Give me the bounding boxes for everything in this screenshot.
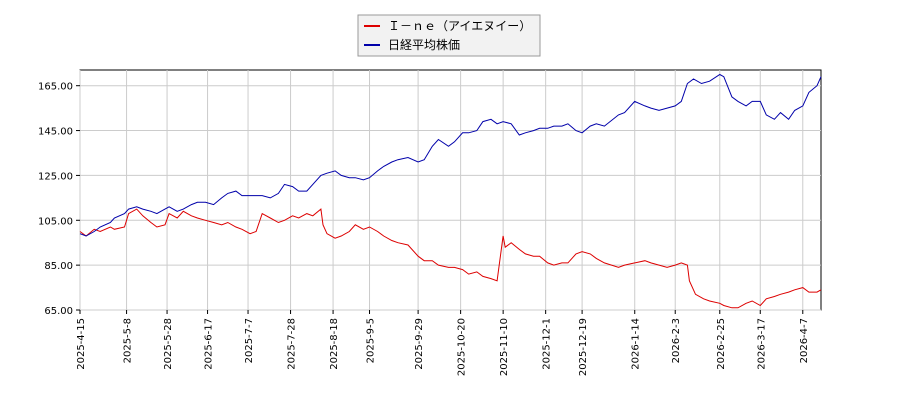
gridlines <box>79 70 821 311</box>
y-tick-label: 125.00 <box>38 171 73 182</box>
series-group <box>79 73 822 309</box>
series-line-nikkei <box>79 73 822 237</box>
x-tick-label: 2025-12-19 <box>578 318 589 376</box>
y-tick-label: 145.00 <box>38 127 73 138</box>
x-tick-label: 2025-6-17 <box>204 318 215 370</box>
x-tick-label: 2026-4-7 <box>799 318 810 363</box>
legend-label-ine: Ｉ－ｎｅ（アイエヌイー） <box>388 19 531 33</box>
series-line-ine <box>79 208 822 309</box>
legend-box <box>357 14 541 57</box>
x-tick-label: 2025-5-28 <box>163 318 174 370</box>
x-tick-label: 2025-12-1 <box>542 318 553 370</box>
x-tick-label: 2025-5-8 <box>123 318 134 363</box>
y-tick-label: 85.00 <box>44 261 73 272</box>
x-tick-label: 2026-2-3 <box>671 318 682 363</box>
legend: Ｉ－ｎｅ（アイエヌイー） 日経平均株価 <box>357 14 541 57</box>
x-tick-label: 2025-8-18 <box>329 318 340 370</box>
legend-label-nikkei: 日経平均株価 <box>388 37 460 52</box>
x-tick-label: 2025-10-20 <box>457 318 468 376</box>
x-tick-label: 2025-9-29 <box>414 318 425 370</box>
x-tick-label: 2025-9-5 <box>366 318 377 363</box>
y-tick-label: 105.00 <box>38 216 73 227</box>
x-tick-label: 2025-11-10 <box>499 318 510 376</box>
x-tick-label: 2026-1-14 <box>631 318 642 370</box>
x-tick-label: 2025-4-15 <box>76 318 87 370</box>
y-axis: 65.00 85.00 105.00 125.00 145.00 165.00 <box>38 82 80 317</box>
y-tick-label: 65.00 <box>44 306 73 317</box>
x-tick-label: 2025-7-28 <box>287 318 298 370</box>
x-axis: 2025-4-15 2025-5-8 2025-5-28 2025-6-17 2025-… <box>76 310 810 376</box>
y-tick-label: 165.00 <box>38 82 73 93</box>
plot-area <box>79 69 822 311</box>
x-tick-label: 2026-2-25 <box>716 318 727 370</box>
x-tick-label: 2026-3-17 <box>756 318 767 370</box>
x-tick-label: 2025-7-7 <box>244 318 255 363</box>
